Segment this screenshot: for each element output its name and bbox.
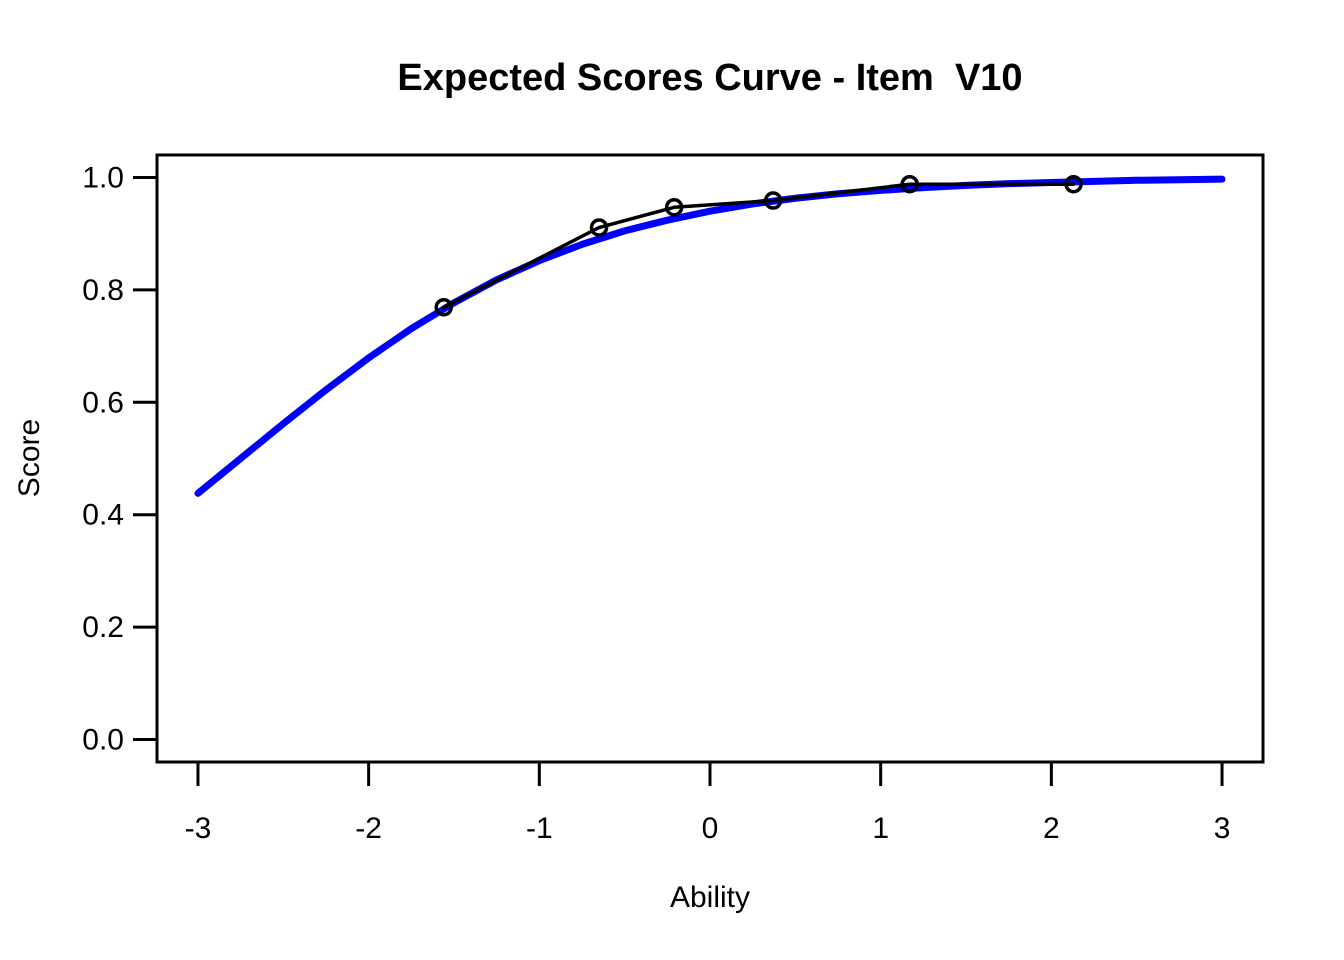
x-tick-label: -1	[526, 812, 553, 845]
y-tick-label: 0.0	[82, 724, 124, 757]
y-axis-label: Score	[13, 418, 46, 498]
observed-score-points-marker	[664, 198, 684, 217]
observed-score-points-marker	[589, 218, 609, 237]
plot-box	[155, 153, 1265, 764]
x-tick-label: 2	[1043, 812, 1060, 845]
x-axis-label: Ability	[669, 881, 751, 914]
x-tick-label: 3	[1214, 812, 1231, 845]
y-tick-label: 0.8	[82, 274, 124, 307]
observed-score-points-marker	[434, 298, 453, 317]
x-tick-label: -3	[185, 812, 212, 845]
model-expected-score-curve-line	[194, 175, 1226, 497]
observed-score-points-line	[441, 182, 1076, 310]
observed-score-points-marker	[763, 191, 783, 210]
y-tick-label: 1.0	[82, 161, 124, 194]
x-tick-label: -2	[355, 812, 382, 845]
observed-score-points-marker	[1064, 174, 1083, 194]
y-tick-label: 0.6	[82, 386, 124, 419]
y-tick-label: 0.4	[82, 499, 124, 532]
x-tick-label: 1	[872, 812, 889, 845]
y-tick-label: 0.2	[82, 611, 124, 644]
chart-title: Expected Scores Curve - Item V10	[397, 57, 1023, 99]
x-tick-label: 0	[702, 812, 719, 845]
observed-score-points-marker	[900, 174, 919, 194]
